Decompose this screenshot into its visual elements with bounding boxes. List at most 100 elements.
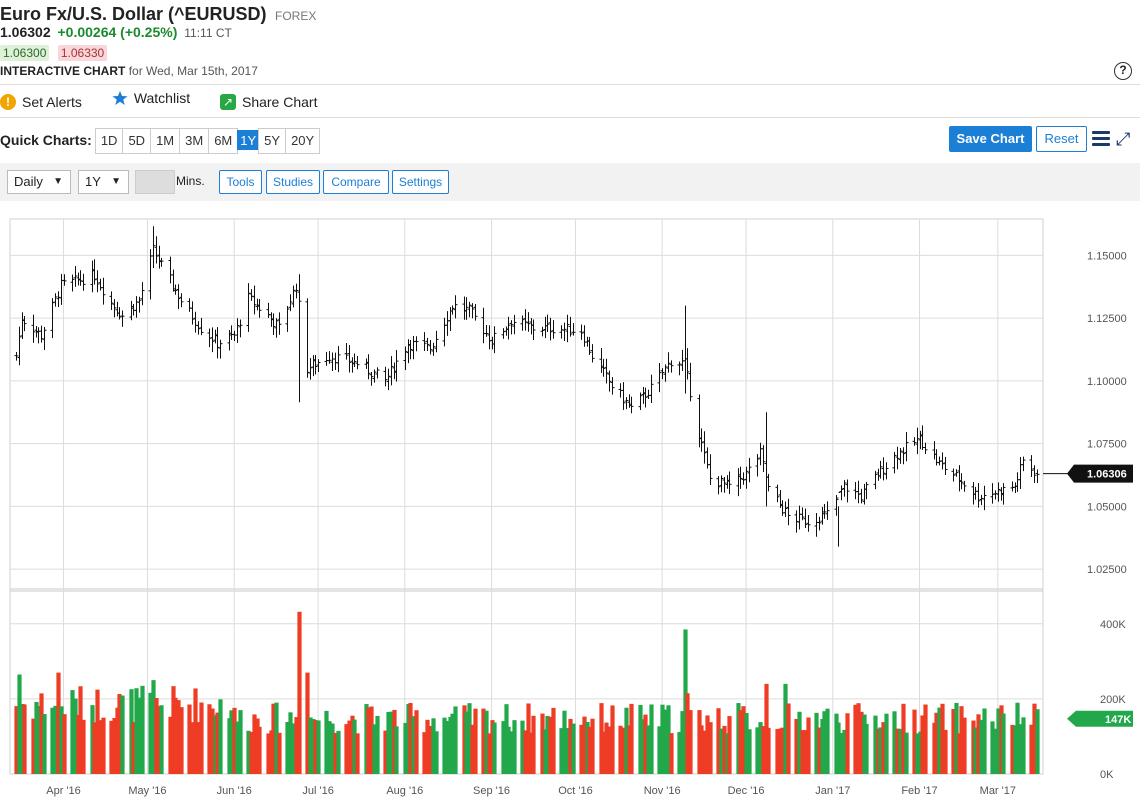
volume-bar	[590, 718, 595, 774]
tools-button[interactable]: Tools	[219, 170, 262, 194]
period-select[interactable]: 1Y ▼	[78, 170, 129, 194]
studies-button[interactable]: Studies	[266, 170, 320, 194]
volume-bar	[1032, 703, 1037, 774]
range-3m-button[interactable]: 3M	[179, 127, 210, 154]
volume-bar	[839, 732, 844, 774]
minutes-input[interactable]	[135, 170, 175, 194]
volume-bar	[836, 722, 841, 774]
volume-bar	[235, 721, 240, 774]
volume-bar	[677, 731, 682, 774]
menu-icon[interactable]	[1092, 131, 1110, 147]
volume-bar	[901, 703, 906, 774]
volume-bar	[428, 725, 433, 774]
volume-bar	[383, 730, 388, 774]
volume-bar	[738, 710, 743, 774]
range-1d-button[interactable]: 1D	[94, 127, 124, 154]
price-volume-chart[interactable]: 1.15000 1.12500 1.10000 1.07500 1.05000 1.025…	[0, 201, 1140, 798]
volume-bar	[663, 709, 668, 774]
expand-icon[interactable]: ⤢	[1116, 129, 1131, 149]
volume-bar	[814, 712, 819, 774]
range-5d-button[interactable]: 5D	[122, 127, 152, 154]
volume-bar	[336, 730, 341, 774]
volume-bar	[218, 699, 223, 774]
volume-bar	[193, 688, 198, 774]
minutes-label: Mins.	[176, 174, 205, 188]
volume-bar	[70, 690, 75, 774]
volume-bar	[761, 726, 766, 774]
volume-bar	[520, 720, 525, 774]
volume-bar	[982, 708, 987, 774]
range-buttons: 1D 5D 1M 3M 6M 1Y 5Y 20Y	[94, 127, 321, 154]
set-alerts-label: Set Alerts	[22, 94, 82, 110]
share-chart-button[interactable]: ↗ Share Chart	[219, 94, 318, 110]
volume-bar	[680, 711, 685, 774]
volume-bar	[873, 715, 878, 774]
volume-bar	[422, 732, 427, 774]
volume-bar	[666, 705, 671, 774]
volume-bar	[17, 674, 22, 774]
reset-button[interactable]: Reset	[1036, 126, 1087, 152]
volume-bar	[825, 708, 830, 774]
volume-bar	[559, 728, 564, 774]
volume-bar	[1018, 724, 1023, 774]
interval-select[interactable]: Daily ▼	[7, 170, 71, 194]
chevron-down-icon: ▼	[53, 176, 63, 187]
volume-bar	[618, 725, 623, 774]
volume-bar	[154, 698, 159, 774]
volume-bar	[565, 727, 570, 774]
last-volume-tag-label: 147K	[1105, 714, 1131, 726]
chart-toolbar: Daily ▼ 1Y ▼ Mins. Tools Studies Compare…	[0, 163, 1140, 201]
volume-bar	[355, 733, 360, 774]
volume-bar	[892, 711, 897, 774]
volume-bar	[604, 722, 609, 774]
volume-bar	[207, 704, 212, 774]
volume-bar	[173, 697, 178, 774]
volume-bar	[915, 733, 920, 774]
range-1m-button[interactable]: 1M	[150, 127, 181, 154]
volume-bar	[643, 714, 648, 774]
volume-bar	[509, 731, 514, 774]
volume-bar	[481, 708, 486, 774]
settings-button[interactable]: Settings	[392, 170, 449, 194]
volume-bar	[53, 705, 58, 774]
volume-bar	[845, 713, 850, 774]
volume-bar	[464, 711, 469, 774]
share-chart-label: Share Chart	[241, 94, 318, 110]
volume-bar	[249, 731, 254, 774]
compare-button[interactable]: Compare	[323, 170, 389, 194]
volume-bar	[176, 700, 181, 774]
volume-bar	[450, 713, 455, 774]
volume-bar	[95, 689, 100, 774]
chevron-down-icon: ▼	[111, 176, 121, 187]
range-6m-button[interactable]: 6M	[208, 127, 239, 154]
volume-bar	[352, 719, 357, 774]
volume-bar	[898, 728, 903, 774]
volume-bar	[579, 724, 584, 774]
volume-bar	[453, 706, 458, 774]
volume-bar	[990, 721, 995, 774]
range-5y-button[interactable]: 5Y	[258, 127, 287, 154]
star-icon	[112, 91, 128, 105]
volume-bar	[159, 705, 164, 774]
divider	[0, 84, 1140, 85]
volume-bar	[117, 694, 122, 774]
set-alerts-button[interactable]: ! Set Alerts	[0, 94, 82, 110]
watchlist-button[interactable]: Watchlist	[112, 90, 190, 106]
volume-bar	[649, 704, 654, 774]
volume-bar	[531, 715, 536, 774]
save-chart-button[interactable]: Save Chart	[949, 126, 1032, 152]
volume-bar	[954, 702, 959, 774]
volume-bar	[571, 723, 576, 774]
volume-bar	[962, 717, 967, 774]
volume-bar	[610, 705, 615, 774]
volume-bar	[187, 704, 192, 774]
range-1y-button[interactable]: 1Y	[237, 129, 260, 150]
volume-bar	[333, 732, 338, 774]
watchlist-label: Watchlist	[133, 90, 191, 106]
bid-price: 1.06300	[0, 45, 50, 61]
range-20y-button[interactable]: 20Y	[285, 127, 321, 154]
help-icon[interactable]: ?	[1114, 62, 1132, 80]
volume-bar	[741, 706, 746, 774]
volume-bar	[540, 713, 545, 774]
volume-bar	[976, 714, 981, 774]
